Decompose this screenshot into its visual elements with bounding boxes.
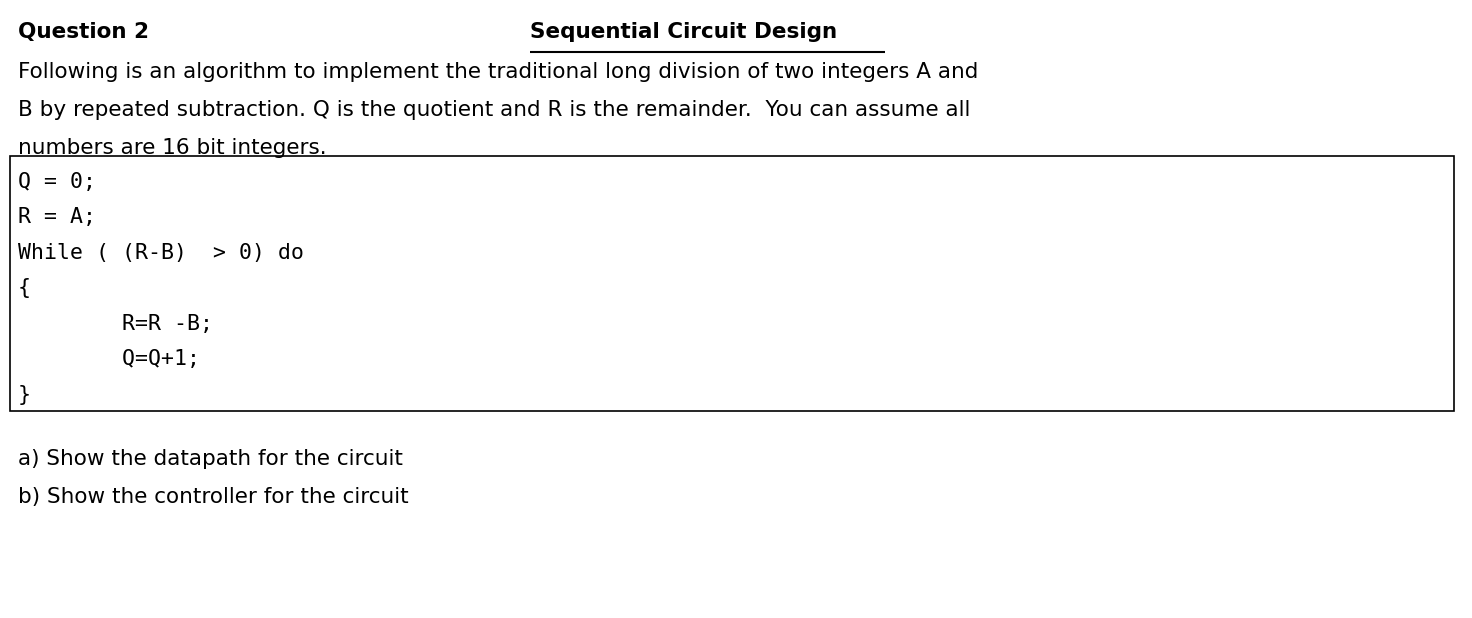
Text: numbers are 16 bit integers.: numbers are 16 bit integers. xyxy=(18,138,327,158)
Text: b) Show the controller for the circuit: b) Show the controller for the circuit xyxy=(18,487,409,507)
Text: Following is an algorithm to implement the traditional long division of two inte: Following is an algorithm to implement t… xyxy=(18,62,979,82)
Text: Question 2: Question 2 xyxy=(18,22,149,42)
Text: Q=Q+1;: Q=Q+1; xyxy=(18,349,200,370)
Text: B by repeated subtraction. Q is the quotient and R is the remainder.  You can as: B by repeated subtraction. Q is the quot… xyxy=(18,100,970,120)
Text: Q = 0;: Q = 0; xyxy=(18,172,96,192)
Text: {: { xyxy=(18,278,31,298)
Text: R = A;: R = A; xyxy=(18,208,96,227)
Text: R=R -B;: R=R -B; xyxy=(18,314,213,334)
FancyBboxPatch shape xyxy=(10,156,1454,411)
Text: Sequential Circuit Design: Sequential Circuit Design xyxy=(530,22,838,42)
Text: a) Show the datapath for the circuit: a) Show the datapath for the circuit xyxy=(18,449,403,469)
Text: While ( (R-B)  > 0) do: While ( (R-B) > 0) do xyxy=(18,243,305,263)
Text: }: } xyxy=(18,385,31,405)
